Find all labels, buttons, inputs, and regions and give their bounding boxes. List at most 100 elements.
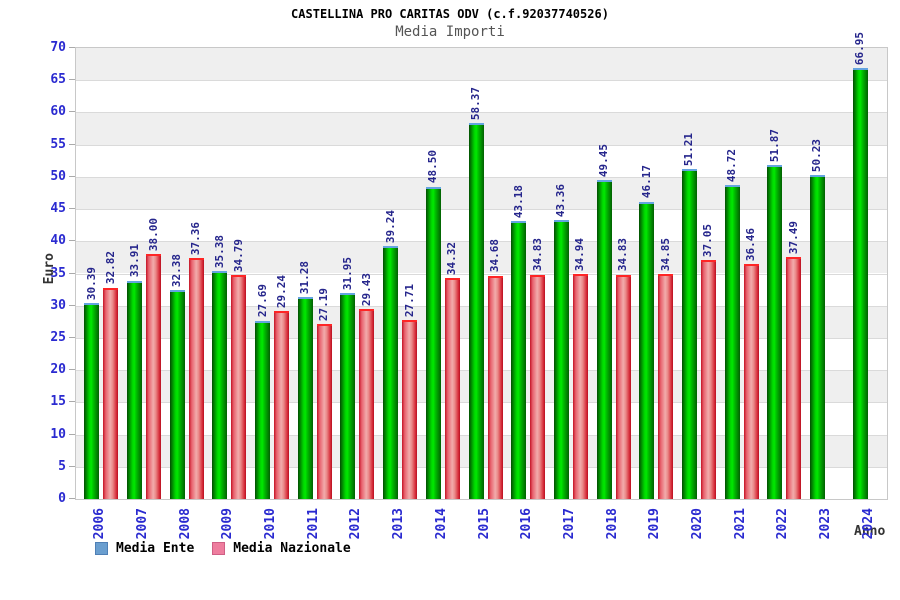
- value-label-media-ente-2006: 30.39: [84, 267, 98, 301]
- x-tick-label-2019: 2019: [647, 508, 663, 540]
- bar-media-ente-2020: [681, 169, 697, 499]
- value-label-media-nazionale-2017: 34.94: [573, 237, 587, 271]
- y-tick-label-25: 25: [50, 329, 66, 345]
- x-tick-label-2014: 2014: [433, 508, 449, 540]
- x-tick-label-2008: 2008: [177, 508, 193, 540]
- value-label-media-ente-2012: 31.95: [340, 257, 354, 291]
- bar-media-ente-2013: [383, 246, 399, 499]
- bar-media-ente-2018: [596, 180, 612, 499]
- y-tick-label-10: 10: [50, 426, 66, 442]
- bar-media-nazionale-2006: [103, 287, 119, 499]
- y-tick-label-30: 30: [50, 297, 66, 313]
- y-tick-mark: [69, 401, 75, 403]
- bar-media-ente-2012: [340, 293, 356, 499]
- x-tick-label-2009: 2009: [220, 508, 236, 540]
- y-tick-label-60: 60: [50, 104, 66, 120]
- bar-media-ente-2011: [297, 297, 313, 499]
- legend-item-media-nazionale: Media Nazionale: [212, 541, 351, 556]
- bar-media-ente-2009: [212, 271, 228, 499]
- value-label-media-nazionale-2006: 32.82: [103, 251, 117, 285]
- x-tick-label-2012: 2012: [348, 508, 364, 540]
- chart-title: CASTELLINA PRO CARITAS ODV (c.f.92037740…: [291, 7, 609, 21]
- gridline: [76, 112, 887, 114]
- value-label-media-ente-2018: 49.45: [597, 144, 611, 178]
- bar-media-ente-2019: [639, 201, 655, 499]
- gridline: [76, 80, 887, 82]
- x-tick-label-2017: 2017: [561, 508, 577, 540]
- bar-media-ente-2010: [255, 320, 271, 499]
- x-tick-label-2013: 2013: [391, 508, 407, 540]
- bar-media-nazionale-2018: [615, 274, 631, 499]
- bar-media-ente-2007: [127, 280, 143, 499]
- y-tick-label-50: 50: [50, 168, 66, 184]
- x-tick-label-2015: 2015: [476, 508, 492, 540]
- y-tick-mark: [69, 465, 75, 467]
- value-label-media-ente-2013: 39.24: [383, 210, 397, 244]
- y-tick-label-35: 35: [50, 265, 66, 281]
- y-tick-mark: [69, 143, 75, 145]
- x-axis-title: Anno: [854, 524, 886, 539]
- value-label-media-ente-2015: 58.37: [469, 86, 482, 120]
- value-label-media-nazionale-2012: 29.43: [359, 273, 373, 307]
- value-label-media-ente-2011: 31.28: [298, 261, 312, 295]
- y-tick-label-40: 40: [50, 233, 66, 249]
- bar-media-ente-2017: [553, 219, 569, 499]
- y-tick-mark: [69, 272, 75, 274]
- bar-media-nazionale-2008: [188, 258, 204, 499]
- y-tick-mark: [69, 111, 75, 113]
- value-label-media-nazionale-2018: 34.83: [616, 238, 630, 272]
- grid-band: [76, 80, 887, 113]
- value-label-media-nazionale-2007: 38.00: [146, 218, 160, 252]
- value-label-media-ente-2010: 27.69: [255, 284, 269, 318]
- y-tick-mark: [69, 369, 75, 371]
- value-label-media-nazionale-2021: 36.46: [744, 227, 758, 262]
- x-tick-label-2020: 2020: [689, 508, 705, 540]
- y-tick-mark: [69, 208, 75, 210]
- grid-band: [76, 48, 887, 81]
- bar-media-nazionale-2010: [274, 310, 290, 499]
- bar-media-nazionale-2011: [316, 323, 332, 499]
- value-label-media-ente-2008: 32.38: [170, 254, 184, 288]
- y-tick-label-15: 15: [50, 394, 66, 410]
- bar-media-ente-2016: [511, 220, 527, 499]
- legend-item-media-ente: Media Ente: [95, 541, 194, 556]
- legend: Media Ente Media Nazionale: [95, 541, 351, 556]
- bar-media-nazionale-2014: [444, 277, 460, 499]
- value-label-media-ente-2019: 46.17: [639, 165, 653, 199]
- bar-media-nazionale-2020: [700, 260, 716, 499]
- bar-media-nazionale-2015: [487, 275, 503, 499]
- y-tick-mark: [69, 175, 75, 177]
- value-label-media-nazionale-2011: 27.19: [317, 287, 331, 321]
- bar-media-ente-2014: [425, 186, 441, 499]
- x-tick-label-2023: 2023: [817, 508, 833, 540]
- x-tick-label-2006: 2006: [92, 508, 108, 540]
- bar-media-ente-2024: [852, 67, 868, 499]
- x-tick-label-2011: 2011: [305, 508, 321, 540]
- bar-media-ente-2015: [468, 122, 484, 499]
- bar-media-ente-2021: [724, 185, 740, 499]
- legend-label-media-nazionale: Media Nazionale: [233, 541, 351, 556]
- y-tick-mark: [69, 304, 75, 306]
- value-label-media-nazionale-2016: 34.83: [530, 238, 544, 272]
- y-tick-mark: [69, 336, 75, 338]
- value-label-media-ente-2020: 51.21: [682, 132, 696, 167]
- value-label-media-nazionale-2009: 34.79: [231, 238, 245, 272]
- value-label-media-nazionale-2013: 27.71: [402, 284, 416, 318]
- bar-media-nazionale-2021: [743, 264, 759, 499]
- chart-subtitle: Media Importi: [395, 24, 505, 40]
- value-label-media-ente-2021: 48.72: [725, 148, 739, 183]
- value-label-media-nazionale-2020: 37.05: [701, 224, 715, 258]
- bar-media-ente-2006: [84, 303, 100, 499]
- value-label-media-ente-2022: 51.87: [767, 128, 781, 162]
- bar-media-ente-2022: [767, 164, 783, 499]
- value-label-media-nazionale-2014: 34.32: [445, 241, 459, 275]
- bar-media-ente-2023: [809, 175, 825, 499]
- value-label-media-ente-2016: 43.18: [511, 184, 525, 218]
- y-tick-label-55: 55: [50, 136, 66, 152]
- bar-media-nazionale-2012: [359, 309, 375, 499]
- bar-media-nazionale-2009: [231, 274, 247, 499]
- y-tick-mark: [69, 433, 75, 435]
- y-tick-label-65: 65: [50, 72, 66, 88]
- y-tick-label-0: 0: [58, 491, 66, 506]
